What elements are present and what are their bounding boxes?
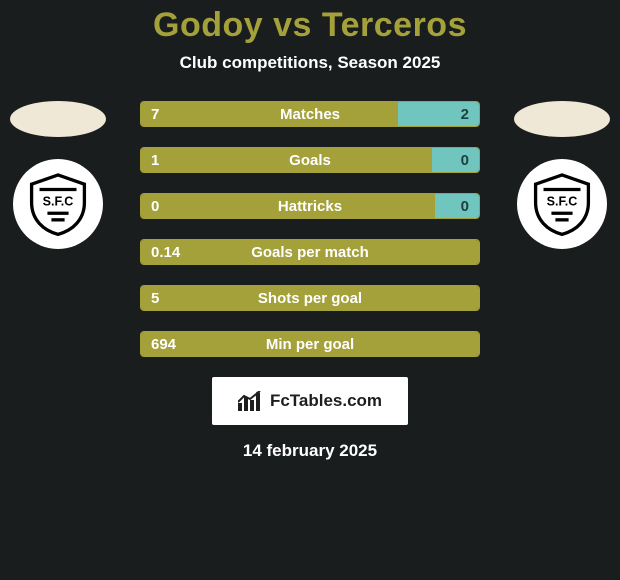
club-shield-icon: S.F.C [25,171,91,237]
flag-oval-right [514,101,610,137]
stat-bar-left-seg [141,194,435,218]
stat-bar-right-seg [435,194,479,218]
date-text: 14 february 2025 [0,441,620,461]
stat-bar-left-seg [141,240,479,264]
stat-bar: Matches72 [140,101,480,127]
stat-bar-left-seg [141,332,479,356]
club-shield-icon: S.F.C [529,171,595,237]
stat-bars: Matches72 Goals10 Hattricks00 Goals per mat… [140,101,480,357]
club-badge-left: S.F.C [13,159,103,249]
club-badge-right: S.F.C [517,159,607,249]
stat-bar: Shots per goal5 [140,285,480,311]
stat-bar-right-seg [398,102,479,126]
player-right-side: S.F.C [512,101,612,249]
flag-oval-left [10,101,106,137]
brand-badge: FcTables.com [212,377,408,425]
comparison-card: Godoy vs Terceros Club competitions, Sea… [0,0,620,580]
stat-bar-left-seg [141,286,479,310]
page-title: Godoy vs Terceros [0,0,620,45]
content: S.F.C S.F.C Matches72 Goals10 Hattricks00 G… [0,101,620,461]
stat-bar: Min per goal694 [140,331,480,357]
player-left-side: S.F.C [8,101,108,249]
stat-bar: Goals10 [140,147,480,173]
stat-bar: Hattricks00 [140,193,480,219]
brand-chart-icon [238,391,262,411]
stat-bar-left-seg [141,102,398,126]
stat-bar: Goals per match0.14 [140,239,480,265]
stat-bar-left-seg [141,148,432,172]
club-badge-right-text: S.F.C [547,194,578,208]
brand-text: FcTables.com [270,391,382,411]
club-badge-left-text: S.F.C [43,194,74,208]
subtitle: Club competitions, Season 2025 [0,53,620,73]
stat-bar-right-seg [432,148,479,172]
